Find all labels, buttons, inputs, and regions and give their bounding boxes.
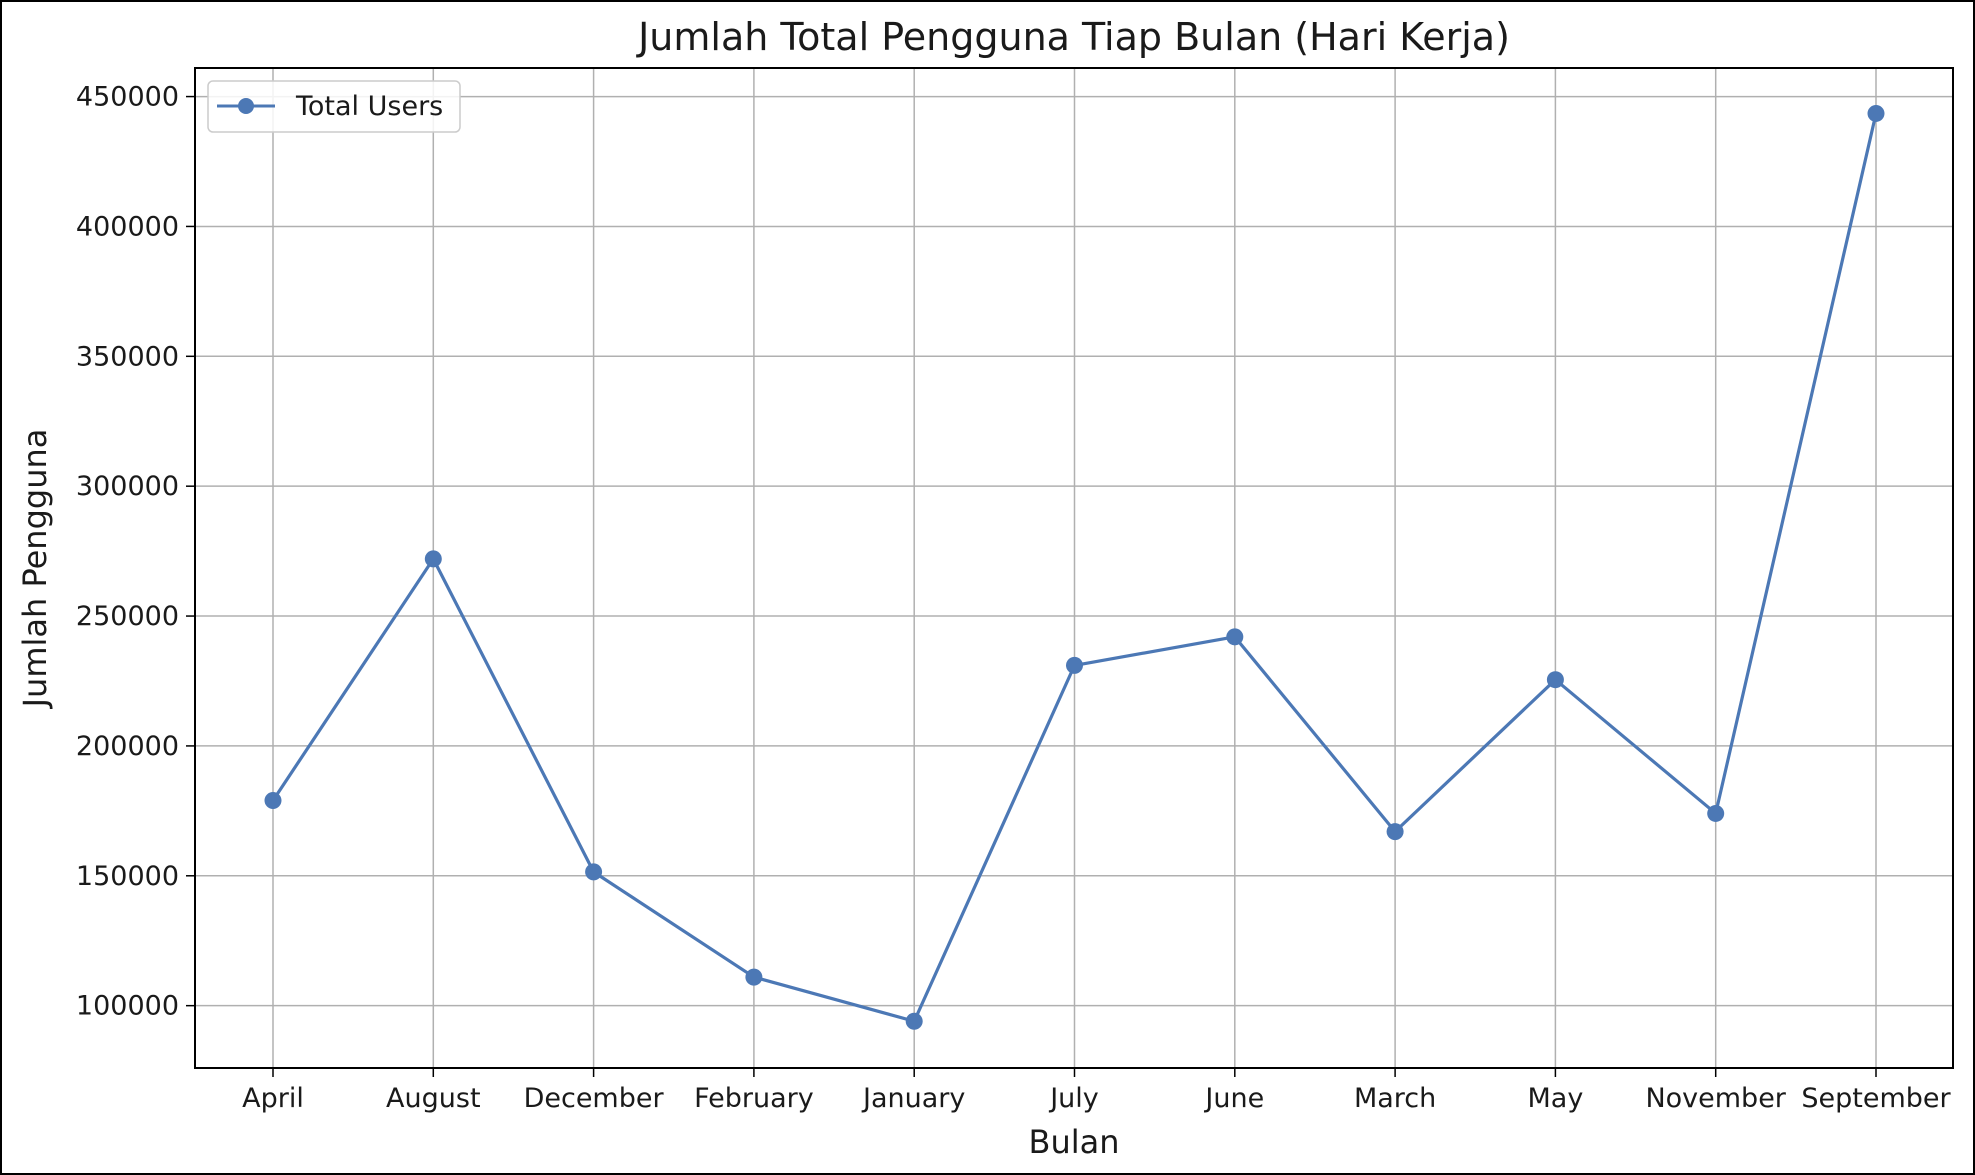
x-tick-label: April bbox=[242, 1083, 304, 1114]
chart-title: Jumlah Total Pengguna Tiap Bulan (Hari K… bbox=[636, 15, 1510, 59]
grid-layer bbox=[195, 68, 1953, 1068]
legend-marker-swatch bbox=[238, 98, 254, 114]
y-tick-label: 150000 bbox=[76, 861, 179, 892]
legend-box bbox=[207, 80, 461, 133]
x-axis-ticks: April August December February January July Ju… bbox=[242, 1068, 1952, 1114]
y-axis-title: Jumlah Pengguna bbox=[16, 429, 54, 710]
legend: Total Users bbox=[207, 80, 461, 133]
y-tick-label: 450000 bbox=[76, 82, 179, 113]
x-tick-label: December bbox=[524, 1083, 665, 1114]
x-tick-label: February bbox=[694, 1083, 814, 1114]
data-point bbox=[1707, 804, 1725, 822]
x-tick-label: March bbox=[1354, 1083, 1436, 1114]
data-point bbox=[424, 550, 442, 568]
y-tick-label: 300000 bbox=[76, 471, 179, 502]
y-tick-label: 200000 bbox=[76, 731, 179, 762]
x-tick-label: September bbox=[1801, 1083, 1951, 1114]
series-layer bbox=[264, 104, 1885, 1030]
data-point bbox=[264, 791, 282, 809]
x-tick-label: May bbox=[1527, 1083, 1583, 1114]
x-tick-label: August bbox=[386, 1083, 481, 1114]
data-point bbox=[1546, 671, 1564, 689]
x-tick-label: June bbox=[1203, 1083, 1264, 1114]
data-point bbox=[585, 863, 603, 881]
legend-label: Total Users bbox=[295, 91, 443, 122]
x-tick-label: July bbox=[1048, 1083, 1099, 1114]
data-point bbox=[905, 1012, 923, 1030]
data-point bbox=[1867, 104, 1885, 122]
data-point bbox=[1386, 823, 1404, 841]
x-axis-title: Bulan bbox=[1028, 1123, 1119, 1161]
data-point bbox=[1066, 656, 1083, 674]
y-tick-label: 100000 bbox=[76, 991, 179, 1022]
y-tick-label: 250000 bbox=[76, 601, 179, 632]
y-tick-label: 350000 bbox=[76, 341, 179, 372]
data-point bbox=[745, 968, 763, 986]
x-tick-label: January bbox=[861, 1083, 965, 1114]
y-tick-label: 400000 bbox=[76, 211, 179, 242]
x-tick-label: November bbox=[1645, 1083, 1786, 1114]
data-point bbox=[1226, 628, 1244, 646]
y-axis-ticks: 100000 150000 200000 250000 300000 350000 4000… bbox=[76, 82, 195, 1022]
